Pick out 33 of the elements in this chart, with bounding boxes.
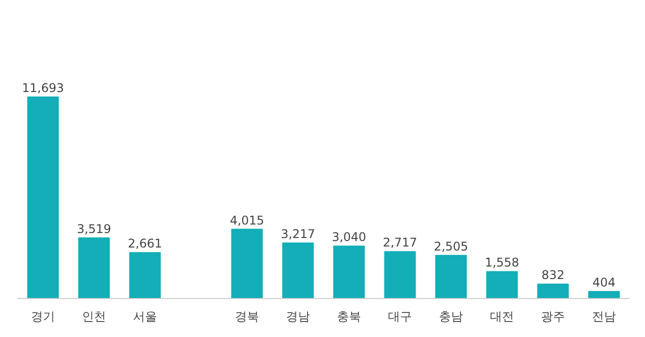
data-label: 832 [542,268,564,282]
bar [588,291,620,298]
data-label: 11,693 [22,80,64,95]
bar [333,246,365,298]
data-label: 404 [592,276,616,290]
bar [231,228,263,298]
bar [27,96,59,298]
data-label: 3,040 [332,230,366,244]
data-label: 2,661 [128,236,162,251]
data-label: 3,519 [76,222,112,236]
x-tick-label: 광주 [541,310,565,324]
data-label: 3,217 [280,227,316,242]
x-tick-label: 경기 [31,310,55,324]
data-label: 2,717 [382,236,418,250]
x-tick-label: 대전 [490,310,514,324]
x-tick-label: 인천 [82,310,106,324]
bar [78,237,110,298]
x-tick-label: 경남 [286,310,310,324]
bar [129,252,161,298]
data-label: 4,015 [230,213,264,228]
x-tick-label: 충남 [439,310,463,324]
bar [537,284,569,298]
x-tick-label: 대구 [388,310,412,324]
x-tick-label: 충북 [337,310,361,324]
x-tick-label: 경북 [235,310,259,324]
x-tick-label: 서울 [133,310,157,324]
bar [486,271,518,298]
bar [282,242,314,298]
x-tick-label: 전남 [592,310,616,324]
bar [435,254,467,298]
bar [384,251,416,298]
data-label: 1,558 [484,256,520,270]
data-label: 2,505 [434,239,468,254]
